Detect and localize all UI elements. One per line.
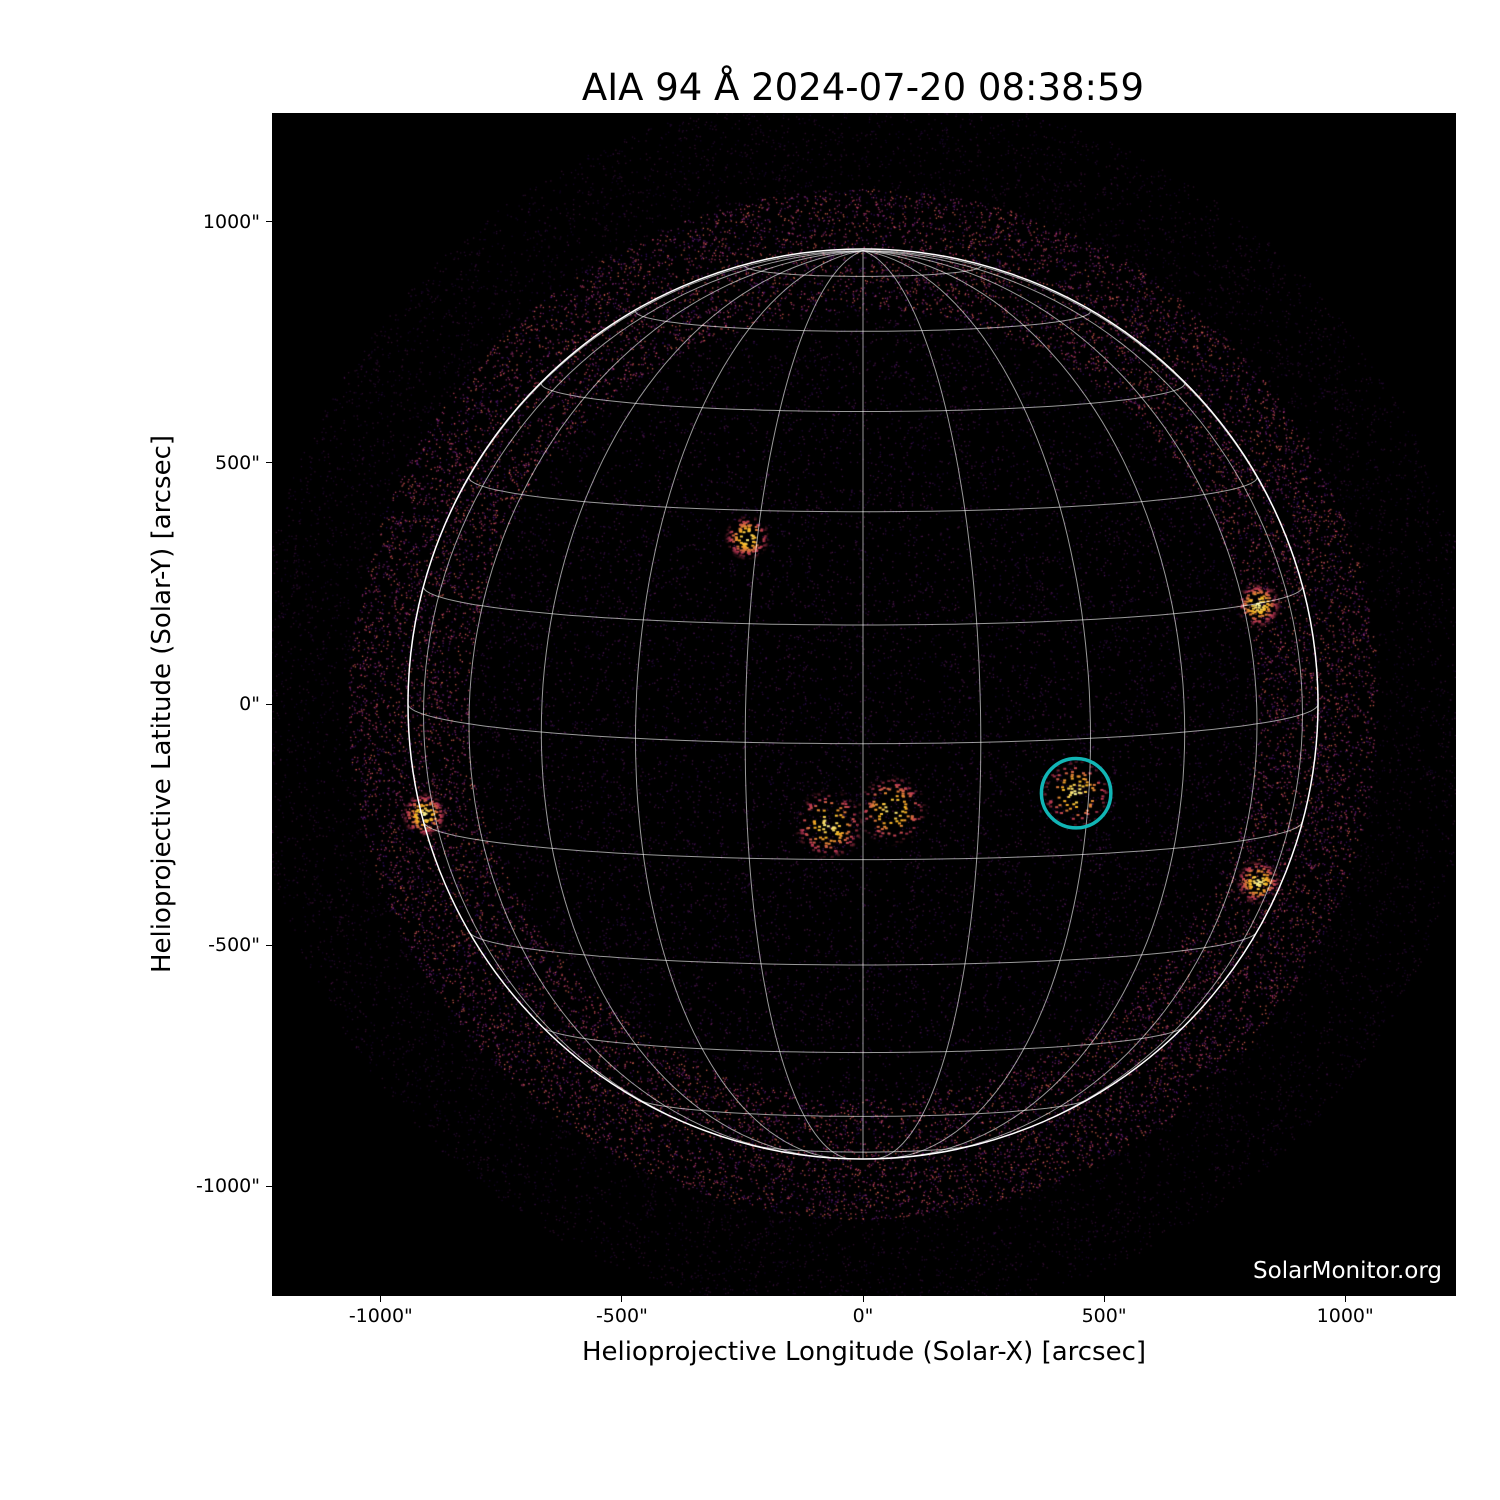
y-tick-mark <box>266 1185 272 1187</box>
longitude-line <box>862 250 1186 1158</box>
longitude-line <box>744 250 864 1160</box>
y-tick-label: 0" <box>239 693 260 715</box>
x-tick-label: 500" <box>1081 1305 1127 1327</box>
plot-title: AIA 94 Å 2024-07-20 08:38:59 <box>581 66 1145 109</box>
x-tick-label: 1000" <box>1316 1305 1374 1327</box>
x-tick-mark <box>621 1296 623 1302</box>
y-tick-label: -1000" <box>196 1175 260 1198</box>
watermark: SolarMonitor.org <box>1253 1258 1442 1284</box>
longitude-line <box>540 250 864 1158</box>
y-tick-label: -500" <box>208 934 260 957</box>
x-tick-mark <box>862 1296 864 1302</box>
longitude-line <box>862 250 1258 1155</box>
y-tick-mark <box>266 221 272 223</box>
x-tick-label: 0" <box>852 1305 874 1327</box>
y-tick-label: 1000" <box>202 210 260 233</box>
coordinate-grid-overlay <box>407 248 1319 1160</box>
longitude-line <box>862 250 982 1160</box>
y-tick-mark <box>266 462 272 464</box>
x-tick-label: -500" <box>595 1305 648 1327</box>
solar-limb <box>407 248 1319 1160</box>
longitude-line <box>862 250 1304 1134</box>
y-tick-label: 500" <box>214 451 260 474</box>
longitude-line <box>862 250 1092 1159</box>
longitude-line <box>468 250 864 1155</box>
x-tick-mark <box>380 1296 382 1302</box>
y-axis-label: Helioprojective Latitude (Solar-Y) [arcs… <box>147 434 177 974</box>
x-tick-mark <box>1344 1296 1346 1302</box>
x-tick-label: -1000" <box>348 1305 413 1327</box>
solar-image-plot: SolarMonitor.org <box>272 113 1456 1296</box>
y-tick-mark <box>266 944 272 946</box>
y-tick-mark <box>266 703 272 705</box>
x-axis-label: Helioprojective Longitude (Solar-X) [arc… <box>581 1337 1147 1367</box>
x-tick-mark <box>1103 1296 1105 1302</box>
longitude-line <box>422 250 864 1134</box>
longitude-line <box>634 250 864 1159</box>
flare-region-marker <box>1039 756 1113 830</box>
